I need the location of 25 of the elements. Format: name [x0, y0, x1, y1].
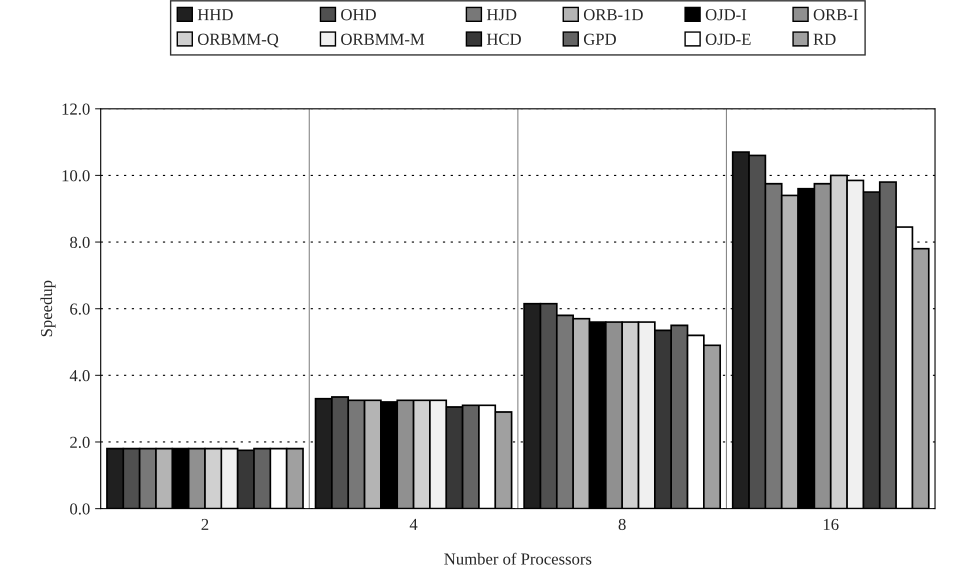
legend-label: ORB-1D: [584, 9, 643, 20]
legend-label: HCD: [486, 34, 521, 45]
y-tick-label: 12.0: [62, 103, 90, 115]
y-tick-label: 10.0: [62, 170, 90, 182]
legend-label: ORBMM-M: [341, 34, 424, 45]
x-tick-label: 4: [410, 518, 418, 530]
x-tick-label: 16: [824, 518, 839, 530]
legend-label: HJD: [486, 9, 516, 20]
y-tick-label: 0.0: [70, 503, 90, 515]
x-tick-label: 2: [202, 518, 208, 530]
legend-label: ORBMM-Q: [198, 34, 278, 48]
legend-label: OHD: [341, 9, 376, 20]
y-tick-label: 8.0: [70, 236, 90, 248]
legend-label: OJD-I: [706, 9, 746, 20]
legend-label: RD: [814, 34, 836, 45]
y-tick-label: 2.0: [70, 436, 90, 448]
y-tick-label: 4.0: [70, 370, 90, 382]
legend-label: OJD-E: [706, 34, 751, 45]
y-tick-label: 6.0: [70, 303, 90, 315]
legend-label: GPD: [584, 34, 616, 45]
x-axis-title: Number of Processors: [444, 552, 592, 565]
legend-label: HHD: [198, 9, 233, 20]
legend-label: ORB-I: [814, 9, 858, 20]
y-axis-title: Speedup: [40, 280, 56, 336]
x-tick-label: 8: [618, 518, 626, 530]
